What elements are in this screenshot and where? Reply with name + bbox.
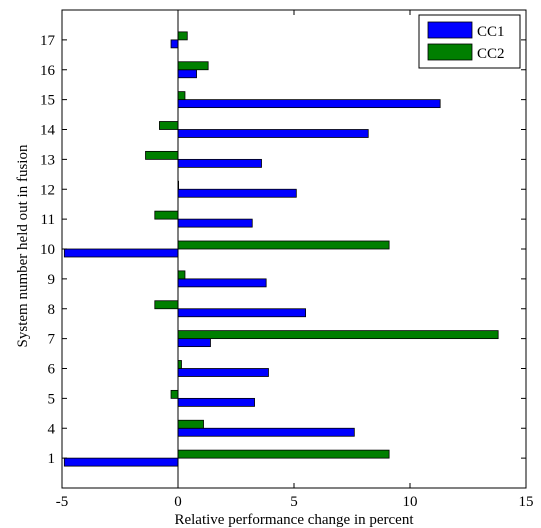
legend-swatch-cc1	[427, 21, 473, 39]
bar-cc1-system-16	[177, 69, 197, 79]
bar-cc1-system-10	[63, 248, 179, 258]
bar-cc1-system-15	[177, 99, 441, 109]
y-tick-label: 9	[48, 272, 56, 288]
bars-layer	[63, 31, 499, 467]
y-tick-label: 7	[48, 332, 56, 348]
bar-cc1-system-9	[177, 278, 267, 288]
y-tick-label: 15	[40, 93, 55, 109]
bar-cc2-system-7	[177, 330, 499, 340]
bar-cc1-system-8	[177, 308, 306, 318]
legend-label-cc1: CC1	[477, 24, 505, 40]
bar-cc1-system-5	[177, 397, 255, 407]
bar-cc2-system-14	[159, 121, 179, 130]
y-tick-label: 8	[48, 302, 56, 318]
y-tick-label: 14	[40, 123, 56, 139]
y-axis-label: System number held out in fusion	[15, 144, 31, 347]
bar-cc2-system-4	[177, 419, 204, 429]
bar-cc1-system-14	[177, 129, 369, 138]
bar-cc2-system-9	[177, 270, 186, 280]
bar-cc2-system-16	[177, 61, 209, 71]
x-tick-label: 10	[403, 494, 418, 510]
y-tick-label: 4	[48, 421, 56, 437]
y-tick-label: 11	[41, 212, 55, 228]
bar-cc2-system-11	[154, 210, 179, 220]
bar-cc1-system-17	[170, 39, 179, 49]
x-tick-label: 5	[290, 494, 298, 510]
bar-cc2-system-8	[154, 300, 179, 310]
bar-cc2-system-13	[145, 150, 179, 160]
bar-cc1-system-12	[177, 188, 297, 198]
bar-cc1-system-7	[177, 338, 211, 348]
x-tick-label: -5	[56, 494, 69, 510]
y-tick-label: 13	[40, 152, 55, 168]
y-tick-label: 16	[40, 63, 56, 79]
bar-cc2-system-10	[177, 240, 390, 250]
bar-cc2-system-6	[177, 360, 182, 369]
y-tick-label: 17	[40, 33, 56, 49]
x-axis-label: Relative performance change in percent	[174, 512, 414, 528]
legend-label-cc2: CC2	[477, 46, 505, 62]
bar-cc1-system-6	[177, 368, 269, 377]
bar-cc1-system-13	[177, 158, 262, 168]
bar-cc1-system-1	[63, 457, 179, 467]
y-tick-label: 5	[48, 391, 56, 407]
bar-cc2-system-1	[177, 449, 390, 459]
x-tick-label: 0	[174, 494, 182, 510]
bar-cc1-system-4	[177, 427, 355, 437]
bar-cc2-system-5	[170, 389, 179, 399]
y-tick-label: 12	[40, 182, 55, 198]
x-tick-label: 15	[519, 494, 534, 510]
bar-cc2-system-15	[177, 91, 186, 101]
y-tick-label: 6	[48, 362, 56, 378]
bar-cc2-system-17	[177, 31, 188, 41]
y-tick-label: 10	[40, 242, 55, 258]
bar-cc1-system-11	[177, 218, 253, 228]
legend-swatch-cc2	[427, 43, 473, 61]
legend: CC1 CC2	[418, 14, 521, 69]
y-tick-label: 1	[48, 451, 56, 467]
